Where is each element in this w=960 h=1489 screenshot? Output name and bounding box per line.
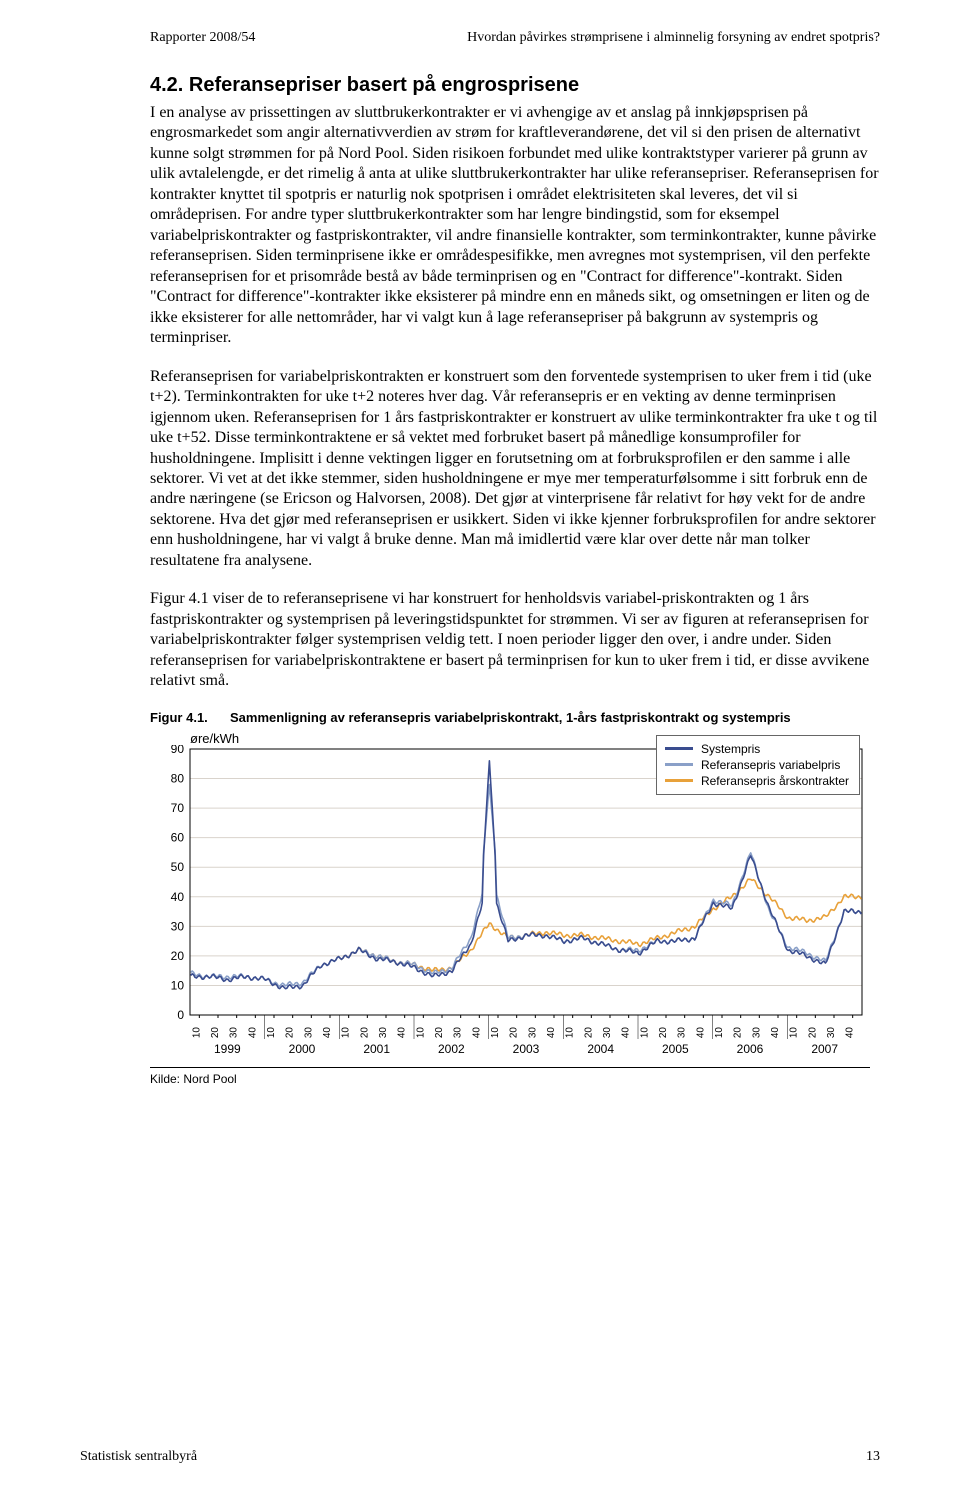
svg-text:30: 30: [826, 1026, 837, 1038]
svg-text:10: 10: [490, 1026, 501, 1038]
svg-text:10: 10: [266, 1026, 277, 1038]
svg-text:40: 40: [695, 1026, 706, 1038]
legend-item-aars: Referansepris årskontrakter: [665, 774, 849, 788]
legend-item-variabel: Referansepris variabelpris: [665, 758, 849, 772]
svg-text:1999: 1999: [214, 1042, 241, 1056]
svg-text:2001: 2001: [363, 1042, 390, 1056]
svg-text:70: 70: [171, 801, 185, 815]
svg-text:30: 30: [229, 1026, 240, 1038]
svg-text:10: 10: [341, 1026, 352, 1038]
svg-text:50: 50: [171, 860, 185, 874]
svg-text:2007: 2007: [811, 1042, 838, 1056]
svg-text:10: 10: [415, 1026, 426, 1038]
svg-text:20: 20: [658, 1026, 669, 1038]
running-header: Rapporter 2008/54 Hvordan påvirkes strøm…: [150, 30, 880, 46]
svg-text:40: 40: [546, 1026, 557, 1038]
svg-text:30: 30: [378, 1026, 389, 1038]
figure-caption: Figur 4.1. Sammenligning av referansepri…: [150, 710, 880, 725]
svg-text:10: 10: [191, 1026, 202, 1038]
svg-text:10: 10: [639, 1026, 650, 1038]
svg-text:2005: 2005: [662, 1042, 689, 1056]
svg-text:20: 20: [434, 1026, 445, 1038]
section-heading: 4.2. Referansepriser basert på engrospri…: [150, 74, 880, 97]
svg-text:40: 40: [171, 889, 185, 903]
svg-text:30: 30: [602, 1026, 613, 1038]
page-footer: Statistisk sentralbyrå 13: [80, 1449, 880, 1465]
svg-text:2006: 2006: [737, 1042, 764, 1056]
svg-text:30: 30: [751, 1026, 762, 1038]
svg-text:40: 40: [471, 1026, 482, 1038]
section-number: 4.2.: [150, 74, 183, 96]
svg-text:20: 20: [583, 1026, 594, 1038]
paragraph-3: Figur 4.1 viser de to referanseprisene v…: [150, 589, 880, 691]
svg-text:10: 10: [714, 1026, 725, 1038]
svg-text:2004: 2004: [587, 1042, 614, 1056]
legend-swatch: [665, 779, 693, 782]
svg-text:0: 0: [177, 1008, 184, 1022]
svg-text:20: 20: [509, 1026, 520, 1038]
svg-text:20: 20: [210, 1026, 221, 1038]
svg-text:2002: 2002: [438, 1042, 465, 1056]
legend-label: Referansepris variabelpris: [701, 758, 840, 772]
svg-text:20: 20: [171, 949, 185, 963]
svg-text:10: 10: [565, 1026, 576, 1038]
svg-text:10: 10: [789, 1026, 800, 1038]
paragraph-2: Referanseprisen for variabelpriskontrakt…: [150, 367, 880, 572]
svg-text:40: 40: [247, 1026, 258, 1038]
svg-text:20: 20: [285, 1026, 296, 1038]
footer-page-number: 13: [866, 1449, 880, 1465]
svg-text:40: 40: [397, 1026, 408, 1038]
svg-text:40: 40: [845, 1026, 856, 1038]
legend-label: Referansepris årskontrakter: [701, 774, 849, 788]
svg-text:2000: 2000: [289, 1042, 316, 1056]
header-right: Hvordan påvirkes strømprisene i alminnel…: [467, 30, 880, 46]
svg-text:80: 80: [171, 771, 185, 785]
figure-caption-text: Sammenligning av referansepris variabelp…: [230, 710, 880, 725]
svg-text:30: 30: [453, 1026, 464, 1038]
svg-text:20: 20: [359, 1026, 370, 1038]
figure-source: Kilde: Nord Pool: [150, 1067, 870, 1086]
chart-legend: Systempris Referansepris variabelpris Re…: [656, 735, 860, 795]
svg-text:2003: 2003: [513, 1042, 540, 1056]
svg-text:30: 30: [171, 919, 185, 933]
svg-text:10: 10: [171, 978, 185, 992]
svg-text:40: 40: [322, 1026, 333, 1038]
header-left: Rapporter 2008/54: [150, 30, 255, 46]
svg-text:20: 20: [807, 1026, 818, 1038]
svg-text:20: 20: [733, 1026, 744, 1038]
svg-text:30: 30: [527, 1026, 538, 1038]
legend-swatch: [665, 763, 693, 766]
legend-item-systempris: Systempris: [665, 742, 849, 756]
svg-text:40: 40: [770, 1026, 781, 1038]
paragraph-1: I en analyse av prissettingen av sluttbr…: [150, 103, 880, 349]
reference-price-chart: øre/kWh Systempris Referansepris variabe…: [150, 731, 870, 1061]
y-axis-title: øre/kWh: [190, 731, 239, 746]
svg-text:40: 40: [621, 1026, 632, 1038]
svg-text:30: 30: [303, 1026, 314, 1038]
svg-text:90: 90: [171, 745, 185, 756]
figure-label: Figur 4.1.: [150, 710, 230, 725]
page: Rapporter 2008/54 Hvordan påvirkes strøm…: [0, 0, 960, 1489]
svg-text:60: 60: [171, 830, 185, 844]
footer-left: Statistisk sentralbyrå: [80, 1449, 197, 1465]
legend-swatch: [665, 747, 693, 750]
section-title: Referansepriser basert på engrosprisene: [189, 74, 579, 96]
legend-label: Systempris: [701, 742, 760, 756]
svg-text:30: 30: [677, 1026, 688, 1038]
